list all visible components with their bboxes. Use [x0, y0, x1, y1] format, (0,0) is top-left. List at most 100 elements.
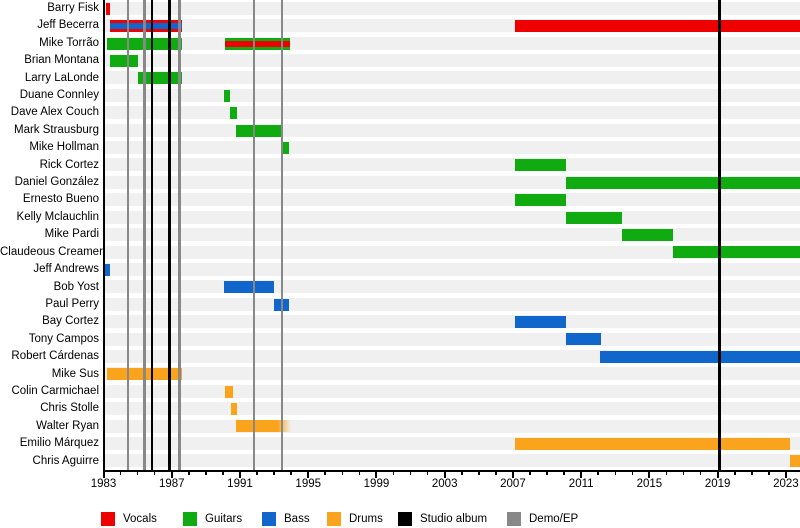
member-label: Robert Cárdenas [11, 350, 99, 363]
row-stripe [105, 106, 800, 120]
row-stripe [105, 228, 800, 242]
axis-minor-tick [358, 472, 361, 475]
axis-year-label: 2007 [500, 478, 526, 490]
demo-ep-line [127, 0, 130, 470]
member-label: Larry LaLonde [24, 71, 99, 84]
tenure-bar-guitars [224, 37, 291, 50]
axis-minor-tick [119, 472, 122, 475]
member-label: Kelly Mclauchlin [16, 210, 99, 223]
legend-label: Vocals [123, 513, 157, 525]
tenure-bar-guitars [514, 159, 566, 172]
row-stripe [105, 280, 800, 294]
y-axis-line [103, 0, 105, 471]
axis-minor-tick [324, 472, 327, 475]
member-label: Jeff Andrews [33, 263, 99, 276]
axis-minor-tick [597, 472, 600, 475]
axis-year-label: 1983 [90, 478, 117, 490]
legend-color-swatch [327, 512, 341, 526]
axis-minor-tick [409, 472, 412, 475]
axis-minor-tick [495, 472, 497, 475]
axis-minor-tick [546, 472, 548, 475]
tenure-bar-guitars [565, 211, 623, 224]
member-label: Dave Alex Couch [10, 106, 99, 119]
tenure-bar-drums [224, 385, 234, 398]
tenure-bar-guitars [565, 176, 800, 189]
axis-minor-tick [750, 472, 753, 475]
tenure-bar-guitars [673, 246, 800, 259]
member-label: Tony Campos [28, 332, 99, 345]
tenure-bar-guitars [229, 107, 237, 120]
axis-year-label: 2011 [568, 478, 594, 490]
axis-year-label: 2003 [431, 478, 458, 490]
row-stripe [105, 1, 800, 15]
row-stripe [105, 315, 800, 329]
member-label: Bay Cortez [42, 315, 99, 328]
axis-year-label: 2019 [704, 478, 731, 490]
row-stripe [105, 384, 800, 398]
member-label: Paul Perry [45, 297, 99, 310]
legend-label: Bass [284, 513, 310, 525]
row-stripe [105, 454, 800, 468]
member-label: Mike Torrão [39, 36, 99, 49]
member-label: Daniel González [14, 176, 99, 189]
legend-color-swatch [398, 512, 412, 526]
tenure-bar-guitars [282, 141, 290, 154]
tenure-bar-bass [223, 281, 275, 294]
row-stripe [105, 71, 800, 85]
member-label: Mike Sus [51, 367, 99, 380]
tenure-bar-drums [230, 403, 237, 416]
tenure-bar-drums [235, 420, 292, 433]
secondary-role-stripe-bass [110, 23, 182, 30]
legend-label: Demo/EP [529, 513, 579, 525]
demo-ep-line [143, 0, 146, 470]
axis-major-tick [784, 472, 787, 478]
axis-major-tick [648, 472, 651, 478]
tenure-bar-guitars [110, 54, 139, 67]
member-label: Claudeous Creamer [0, 245, 103, 258]
member-label: Mark Strausburg [13, 123, 99, 136]
studio-album-line [150, 0, 153, 470]
tenure-bar-guitars [514, 194, 566, 207]
demo-ep-line [252, 0, 255, 470]
member-label: Ernesto Bueno [22, 193, 99, 206]
axis-minor-tick [153, 472, 156, 475]
tenure-bar-drums [514, 437, 791, 450]
demo-ep-line [280, 0, 283, 470]
row-stripe [105, 297, 800, 311]
row-stripe [105, 419, 800, 433]
member-label: Rick Cortez [39, 158, 99, 171]
axis-major-tick [375, 472, 378, 478]
axis-minor-tick [188, 472, 190, 475]
demo-ep-line [178, 0, 181, 470]
axis-minor-tick [529, 472, 531, 475]
row-stripe [105, 245, 800, 259]
row-stripe [105, 402, 800, 416]
tenure-bar-drums [790, 455, 800, 468]
tenure-bar-vocals [110, 20, 182, 33]
axis-major-tick [102, 472, 105, 478]
axis-minor-tick [631, 472, 634, 475]
row-stripe [105, 158, 800, 172]
tenure-bar-vocals [514, 20, 800, 33]
tenure-bar-bass [565, 333, 601, 346]
legend-label: Guitars [205, 513, 243, 525]
axis-minor-tick [341, 472, 344, 475]
legend-label: Drums [349, 513, 383, 525]
axis-major-tick [580, 472, 583, 478]
row-stripe [105, 54, 800, 68]
axis-year-label: 2015 [636, 478, 663, 490]
axis-year-label: 1991 [227, 478, 253, 490]
row-stripe [105, 141, 800, 155]
member-label: Duane Connley [19, 89, 99, 102]
secondary-role-stripe-vocals [224, 40, 291, 47]
axis-year-label: 2023 [773, 478, 799, 490]
axis-minor-tick [222, 472, 224, 475]
axis-year-label: 1987 [158, 478, 185, 490]
axis-year-label: 1999 [363, 478, 390, 490]
axis-minor-tick [273, 472, 275, 475]
axis-minor-tick [733, 472, 736, 475]
axis-minor-tick [136, 472, 139, 475]
axis-minor-tick [426, 472, 429, 475]
member-label: Mike Hollman [29, 141, 99, 154]
axis-minor-tick [563, 472, 565, 475]
